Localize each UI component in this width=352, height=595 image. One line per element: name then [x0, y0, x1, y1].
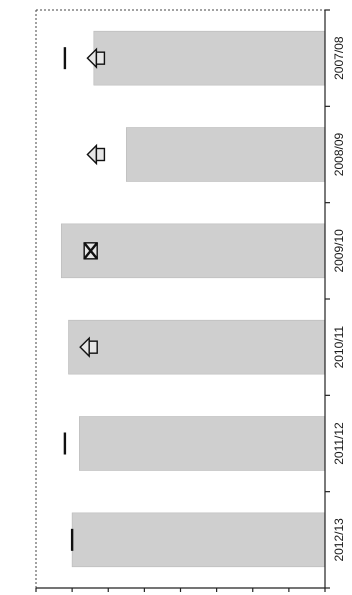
- bar-2008-09: [126, 127, 326, 182]
- triangle-marker-2008-09: [86, 143, 98, 166]
- bars: [60, 30, 326, 568]
- category-tick-label: 2012/13: [332, 518, 346, 562]
- category-tick-label: 2010/11: [332, 326, 346, 369]
- square-marker-diag2-2009-10: [83, 242, 99, 260]
- bar-2009-10: [60, 223, 326, 279]
- triangle-marker-body-2010-11: [88, 340, 98, 354]
- bar-2012-13: [71, 512, 326, 568]
- bar-2010-11: [68, 319, 326, 375]
- bar-2011-12: [79, 416, 326, 471]
- category-tick-label: 2007/08: [332, 36, 346, 80]
- triangle-marker-2007-08: [86, 47, 98, 69]
- triangle-marker-body-2008-09: [95, 147, 106, 162]
- category-tick-label: 2011/12: [332, 422, 346, 465]
- plot-frame: [35, 9, 325, 589]
- bar-2007-08: [93, 30, 326, 86]
- category-tick-label: 2009/10: [332, 229, 346, 273]
- triangle-marker-body-2007-08: [95, 51, 106, 65]
- category-axis: 2007/08 2008/09 2009/10 2010/11 2011/12 2012/…: [324, 9, 346, 589]
- markers: [63, 47, 106, 551]
- value-axis: 0%10%20%30%40%50%60%70%80%: [35, 587, 326, 592]
- category-tick-label: 2008/09: [332, 132, 346, 176]
